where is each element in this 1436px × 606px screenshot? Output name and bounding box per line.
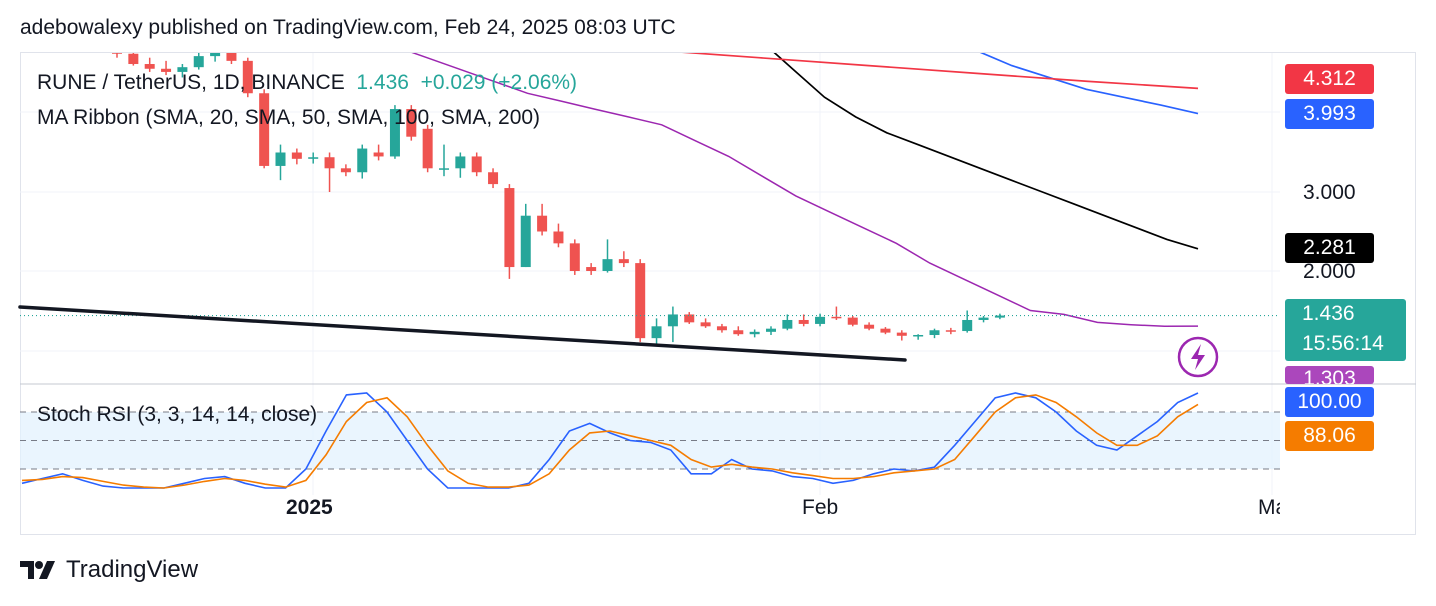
candle-body (847, 317, 858, 325)
candle-body (537, 215, 548, 232)
candle-body (373, 152, 384, 157)
candle-body (831, 316, 842, 319)
brand-name: TradingView (66, 556, 199, 583)
candle-body (210, 53, 221, 57)
candle-body (389, 109, 400, 157)
candle-body (275, 152, 286, 166)
candle-body (406, 109, 417, 137)
candle-body (128, 53, 139, 65)
candle-body (651, 326, 662, 339)
candle-body (504, 188, 515, 268)
candle-body (144, 64, 155, 69)
stoch-d-line (21, 394, 1199, 489)
candle-body (618, 259, 629, 264)
sma200-price-tag: 4.312 (1285, 64, 1374, 94)
footer-brand[interactable]: TradingView (20, 556, 198, 584)
candle-body (945, 330, 956, 332)
candle-body (455, 156, 466, 169)
candle-body (259, 93, 270, 166)
candle-body (242, 60, 253, 94)
candle-body (667, 314, 678, 327)
sma200-line (681, 53, 1199, 90)
price-change-value: +0.029 (+2.06%) (420, 71, 578, 94)
candle-body (357, 148, 368, 173)
candle-body (913, 334, 924, 337)
candle-body (586, 267, 597, 271)
publisher-header: adebowalexy published on TradingView.com… (20, 16, 676, 39)
candle-body (161, 68, 172, 72)
lightning-bolt-shape (1191, 344, 1205, 370)
ma-ribbon (20, 53, 1280, 328)
candle-body (553, 231, 564, 244)
sma100-line (979, 53, 1199, 115)
candle-body (177, 67, 188, 72)
candle-body (340, 168, 351, 173)
candle-body (700, 322, 711, 327)
candle-body (488, 172, 499, 185)
stoch-rsi-pane (20, 392, 1280, 489)
sma50-price-tag: 2.281 (1285, 233, 1374, 263)
current-price-tag: 1.436 15:56:14 (1285, 299, 1406, 361)
candle-body (749, 331, 760, 335)
candle-body (880, 328, 891, 333)
sma50-line (773, 53, 1199, 250)
stoch-k-line (21, 392, 1199, 489)
candle-body (994, 315, 1005, 318)
trendline-group (18, 305, 907, 362)
time-tick-mar: Ma (1258, 496, 1280, 519)
candle-body (291, 152, 302, 159)
candle-body (864, 324, 875, 329)
candle-body (602, 259, 613, 271)
candle-body (896, 332, 907, 336)
stoch-d-tag: 88.06 (1285, 421, 1374, 451)
candle-body (520, 215, 531, 268)
chart-frame (20, 52, 1416, 535)
price-tick-2: 2.000 (1303, 260, 1356, 283)
candle-body (716, 326, 727, 331)
candle-body (569, 243, 580, 271)
candle-body (962, 319, 973, 332)
tradingview-logo-icon (20, 561, 55, 579)
candle-body (324, 157, 335, 169)
candle-body (978, 317, 989, 320)
symbol-name: RUNE / TetherUS, 1D, BINANCE (37, 71, 345, 94)
last-price-value: 1.436 (356, 71, 409, 94)
candle-body (929, 330, 940, 335)
sma20-price-tag: 1.303 (1285, 366, 1374, 384)
candle-body (193, 56, 204, 68)
stoch-k-tag: 100.00 (1285, 387, 1374, 417)
candle-countdown: 15:56:14 (1302, 332, 1384, 355)
support-trendline (18, 305, 907, 362)
candle-body (635, 263, 646, 339)
candle-body (422, 128, 433, 169)
candle-body (766, 328, 776, 332)
sma20-line (411, 53, 1199, 328)
candle-body (798, 319, 809, 324)
candle-body (226, 53, 237, 61)
candle-body (815, 316, 826, 324)
price-tick-3: 3.000 (1303, 181, 1356, 204)
stoch-rsi-legend: Stoch RSI (3, 3, 14, 14, close) (37, 403, 318, 426)
candle-body (471, 156, 482, 173)
time-tick-feb: Feb (802, 496, 839, 519)
sma100-price-tag: 3.993 (1285, 99, 1374, 129)
candle-body (733, 330, 744, 335)
candles (112, 53, 1005, 347)
candle-body (782, 319, 793, 329)
lightning-alert-icon (1177, 336, 1219, 378)
symbol-legend: RUNE / TetherUS, 1D, BINANCE 1.436 +0.02… (37, 71, 577, 95)
time-tick-2025: 2025 (286, 496, 333, 519)
alert-group (1177, 336, 1219, 378)
current-price: 1.436 (1302, 302, 1355, 325)
candle-body (308, 157, 319, 159)
candle-body (439, 168, 449, 170)
ma-ribbon-legend: MA Ribbon (SMA, 20, SMA, 50, SMA, 100, S… (37, 106, 541, 129)
candle-body (684, 314, 695, 323)
candle-body (112, 53, 122, 54)
